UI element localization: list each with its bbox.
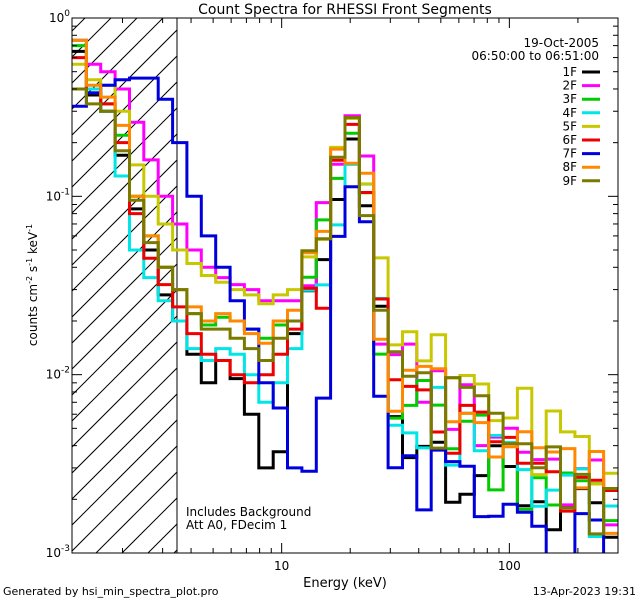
hatch-line [72, 55, 177, 162]
y-tick-label: 10-2 [46, 366, 70, 382]
legend-label-3f: 3F [562, 92, 577, 106]
y-tick-label: 10-3 [46, 544, 70, 560]
legend-date: 19-Oct-2005 [523, 36, 599, 50]
hatch-line [95, 471, 177, 553]
hatch-line [72, 211, 177, 318]
timestamp-footer: 13-Apr-2023 19:31 [533, 585, 636, 598]
legend-label-7f: 7F [562, 147, 577, 161]
chart-title: Count Spectra for RHESSI Front Segments [198, 2, 492, 18]
y-tick-label: 100 [49, 9, 70, 25]
background-annotation: Includes Background [186, 505, 311, 519]
generator-footer: Generated by hsi_min_spectra_plot.pro [3, 585, 219, 598]
legend-label-9f: 9F [562, 174, 577, 188]
legend: 19-Oct-2005 06:50:00 to 06:51:00 1F2F3F4… [472, 36, 600, 188]
hatch-line [72, 419, 177, 526]
y-axis-label: counts cm-2 s-1 keV-1 [25, 224, 40, 346]
series-line-2f [72, 38, 618, 527]
legend-label-4f: 4F [562, 106, 577, 120]
hatch-line [72, 237, 177, 344]
x-tick-label: 100 [498, 559, 521, 573]
series-line-9f [72, 87, 618, 536]
y-tick-label: 10-1 [46, 187, 70, 203]
x-tick-label: 10 [274, 559, 289, 573]
hatch-line [72, 445, 177, 552]
legend-label-8f: 8F [562, 160, 577, 174]
series-line-7f [72, 76, 606, 553]
attenuator-annotation: Att A0, FDecim 1 [186, 518, 287, 532]
x-axis-label: Energy (keV) [303, 576, 387, 591]
hatched-low-energy-region [0, 0, 177, 553]
legend-time-range: 06:50:00 to 06:51:00 [472, 49, 599, 63]
hatch-line [72, 18, 86, 32]
hatch-line [72, 263, 177, 370]
legend-label-2f: 2F [562, 79, 577, 93]
hatch-line [72, 81, 177, 188]
plot-frame [71, 17, 619, 554]
legend-label-6f: 6F [562, 133, 577, 147]
legend-label-5f: 5F [562, 119, 577, 133]
hatch-line [72, 29, 177, 136]
hatch-line [0, 0, 84, 553]
hatch-line [72, 393, 177, 500]
hatch-line [72, 289, 177, 396]
hatch-line [72, 367, 177, 474]
legend-label-1f: 1F [562, 65, 577, 79]
hatch-line [72, 185, 177, 292]
